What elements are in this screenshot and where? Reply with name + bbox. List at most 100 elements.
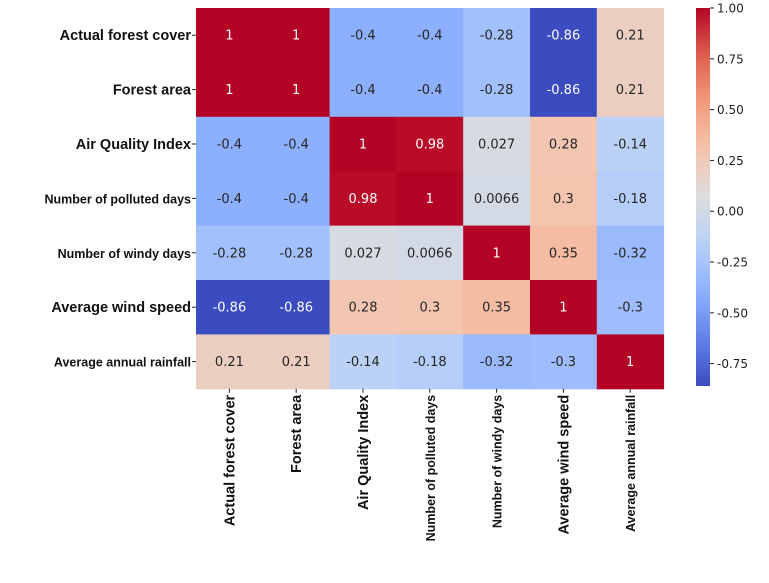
colorbar-tick-label: 0.50 (717, 103, 744, 117)
heatmap-cell (329, 225, 397, 281)
heatmap-cell-label: -0.86 (279, 301, 313, 316)
colorbar-tick-label: 0.00 (717, 205, 744, 219)
heatmap-cells: 1 1 -0.4 -0.4 -0.28 -0.86 0.21 1 1 -0.4 -0.4 -0.28 -… (196, 8, 665, 390)
colorbar-tick-label: 1.00 (717, 2, 744, 16)
heatmap-cell-label: 0.28 (549, 138, 578, 153)
heatmap-cell-label: 1 (292, 83, 300, 98)
row-labels: Actual forest cover Forest area Air Qualit… (44, 28, 196, 370)
heatmap-cell (596, 280, 665, 335)
heatmap-cell-label: -0.28 (480, 83, 514, 98)
heatmap-cell (262, 334, 331, 390)
heatmap-cell-label: -0.32 (613, 246, 647, 261)
heatmap-cell (596, 334, 665, 390)
heatmap-cell (463, 334, 531, 390)
heatmap-cell-label: -0.4 (284, 138, 309, 153)
heatmap-cell (596, 225, 665, 281)
heatmap-cell-label: 0.21 (616, 83, 645, 98)
heatmap-cell-label: 1 (225, 29, 233, 44)
heatmap-cell-label: -0.86 (547, 83, 581, 98)
heatmap-cell-label: 0.98 (349, 192, 378, 207)
colorbar: 1.00 0.75 0.50 0.25 0.00 -0.25 -0.50 -0.75 (696, 2, 748, 386)
heatmap-cell (196, 334, 264, 390)
heatmap-cell-label: -0.4 (350, 29, 375, 44)
heatmap-cell-label: -0.28 (480, 29, 514, 44)
heatmap-cell (196, 62, 264, 118)
heatmap-cell (463, 116, 531, 172)
heatmap-cell-label: -0.32 (480, 355, 514, 370)
heatmap-cell-label: -0.28 (279, 246, 313, 261)
heatmap-cell (396, 62, 464, 118)
heatmap-cell (463, 225, 531, 281)
column-label-actual-forest-cover: Actual forest cover (222, 394, 238, 526)
row-label-average-annual-rainfall: Average annual rainfall (54, 356, 191, 370)
heatmap-cell-label: -0.28 (213, 246, 247, 261)
heatmap-cell (196, 280, 264, 335)
heatmap-cell (262, 225, 331, 281)
heatmap-cell-label: 0.21 (282, 355, 311, 370)
row-label-average-wind-speed: Average wind speed (51, 300, 191, 316)
heatmap-cell-label: -0.18 (413, 355, 447, 370)
heatmap-cell-label: -0.3 (551, 355, 576, 370)
heatmap-cell (596, 171, 665, 227)
heatmap-cell-label: -0.4 (417, 83, 442, 98)
heatmap-cell (329, 116, 397, 172)
heatmap-cell-label: -0.4 (350, 83, 375, 98)
row-label-number-of-polluted-days: Number of polluted days (44, 192, 191, 206)
heatmap-cell (329, 62, 397, 118)
heatmap-cell-label: 0.21 (616, 29, 645, 44)
heatmap-cell-label: -0.86 (547, 29, 581, 44)
heatmap-cell (329, 334, 397, 390)
heatmap-cell (596, 8, 665, 63)
heatmap-cell (196, 171, 264, 227)
heatmap-cell-label: -0.3 (618, 301, 643, 316)
column-label-average-wind-speed: Average wind speed (556, 395, 572, 535)
heatmap-cell (530, 116, 598, 172)
heatmap-cell-label: -0.4 (217, 138, 242, 153)
column-label-air-quality-index: Air Quality Index (356, 395, 372, 510)
heatmap-cell (530, 62, 598, 118)
heatmap-cell-label: -0.4 (284, 192, 309, 207)
heatmap-cell-label: -0.86 (213, 301, 247, 316)
heatmap-cell-label: 0.3 (553, 192, 574, 207)
heatmap-cell (329, 8, 397, 63)
column-label-forest-area: Forest area (289, 394, 305, 473)
heatmap-cell-label: 0.35 (549, 246, 578, 261)
heatmap-cell (463, 62, 531, 118)
heatmap-cell (329, 171, 397, 227)
colorbar-gradient (696, 8, 710, 386)
column-label-number-of-windy-days: Number of windy days (491, 395, 505, 528)
row-label-forest-area: Forest area (113, 83, 192, 99)
heatmap-cell (463, 171, 531, 227)
heatmap-cell-label: 1 (559, 301, 567, 316)
heatmap-cell (262, 280, 331, 335)
heatmap-cell (396, 334, 464, 390)
heatmap-cell-label: 1 (292, 29, 300, 44)
heatmap-cell-label: 0.0066 (407, 246, 453, 261)
heatmap-cell-label: 1 (426, 192, 434, 207)
heatmap-cell (396, 280, 464, 335)
heatmap-cell (262, 62, 331, 118)
heatmap-cell (530, 225, 598, 281)
heatmap-cell (530, 280, 598, 335)
heatmap-cell-label: 0.98 (415, 138, 444, 153)
row-label-number-of-windy-days: Number of windy days (58, 247, 191, 261)
heatmap-cell-label: -0.4 (217, 192, 242, 207)
heatmap-cell (596, 62, 665, 118)
heatmap-cell (262, 8, 331, 63)
heatmap-cell (396, 225, 464, 281)
heatmap-cell (196, 8, 264, 63)
row-label-air-quality-index: Air Quality Index (76, 137, 191, 153)
heatmap-cell-label: 1 (359, 138, 367, 153)
heatmap-cell-label: -0.4 (417, 29, 442, 44)
heatmap-cell (196, 225, 264, 281)
heatmap-cell-label: 0.3 (419, 301, 440, 316)
row-label-actual-forest-cover: Actual forest cover (60, 28, 192, 44)
heatmap-cell-label: 0.35 (482, 301, 511, 316)
heatmap-cell-label: -0.14 (346, 355, 380, 370)
heatmap-cell-label: -0.18 (613, 192, 647, 207)
heatmap-cell-label: 1 (492, 246, 500, 261)
heatmap-cell (530, 334, 598, 390)
heatmap-cell (262, 171, 331, 227)
heatmap-cell-label: 0.027 (478, 138, 515, 153)
heatmap-cell-label: 1 (225, 83, 233, 98)
